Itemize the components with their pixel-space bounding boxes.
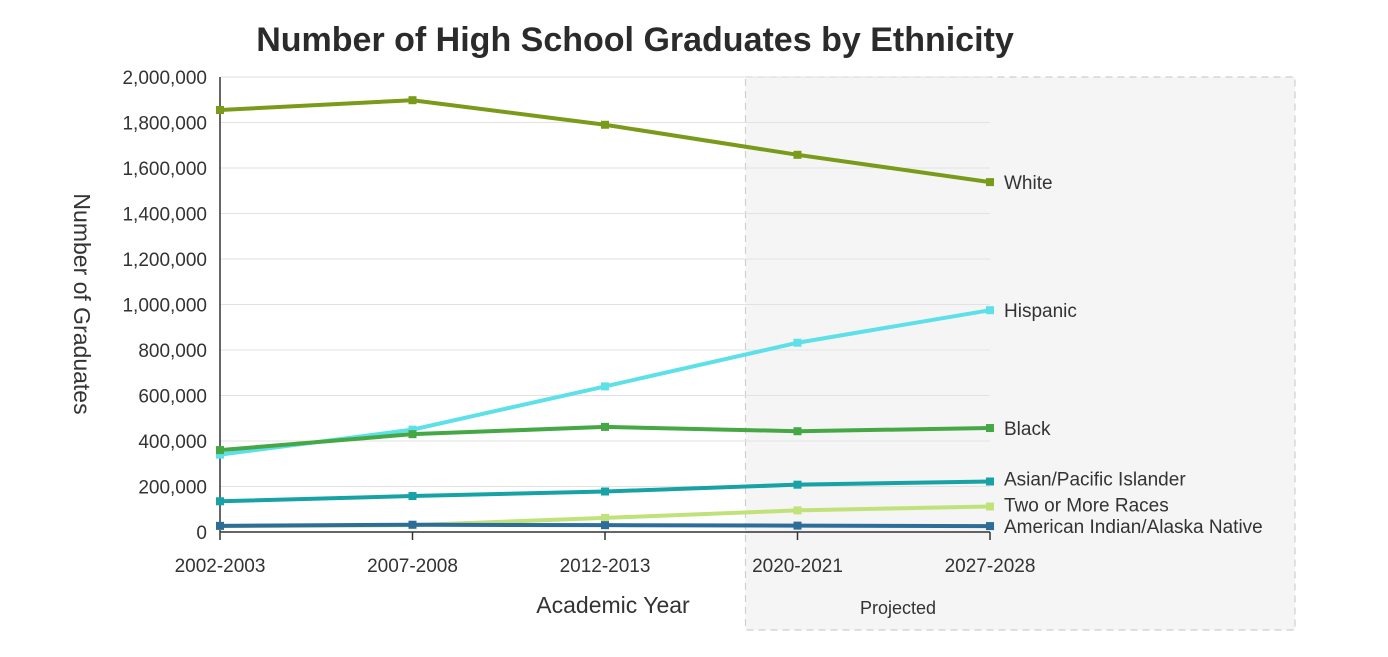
data-point: [408, 96, 417, 105]
data-point: [793, 480, 802, 489]
x-tick-label: 2012-2013: [560, 556, 651, 577]
data-point: [408, 492, 417, 501]
y-tick-label: 200,000: [138, 478, 207, 499]
x-tick-label: 2020-2021: [752, 556, 843, 577]
data-point: [601, 382, 609, 391]
series-labels: White Hispanic Black Asian/Pacific Islander…: [1004, 173, 1263, 538]
y-tick-label: 2,000,000: [122, 68, 207, 89]
x-tick-label: 2007-2008: [367, 556, 458, 577]
y-tick-label: 600,000: [138, 387, 207, 408]
series-label: Asian/Pacific Islander: [1004, 469, 1186, 490]
data-point: [216, 446, 224, 455]
data-point: [986, 522, 994, 531]
data-point: [793, 506, 802, 515]
data-point: [601, 513, 609, 522]
x-tick-labels: 2002-2003 2007-2008 2012-2013 2020-2021 2027…: [175, 532, 1036, 577]
series-lines: [216, 96, 994, 531]
data-point: [793, 521, 802, 530]
data-point: [216, 521, 224, 530]
data-point: [793, 338, 802, 347]
gridlines: [220, 76, 990, 487]
series-label: Hispanic: [1004, 301, 1077, 322]
y-tick-label: 1,000,000: [122, 296, 207, 317]
series-american-indian-alaska-native: [216, 520, 994, 531]
data-point: [986, 306, 994, 315]
data-point: [601, 422, 609, 431]
series-label: American Indian/Alaska Native: [1004, 517, 1263, 538]
projected-label: Projected: [860, 598, 936, 618]
y-tick-label: 1,600,000: [122, 159, 207, 180]
x-tick-label: 2027-2028: [945, 556, 1036, 577]
y-axis-label: Number of Graduates: [69, 193, 95, 414]
y-tick-labels: 0 200,000 400,000 600,000 800,000 1,000,000 1,…: [122, 68, 207, 544]
y-tick-label: 1,800,000: [122, 114, 207, 135]
x-tick-label: 2002-2003: [175, 556, 266, 577]
y-tick-label: 400,000: [138, 432, 207, 453]
data-point: [601, 487, 609, 496]
data-point: [986, 424, 994, 433]
data-point: [216, 450, 224, 459]
projected-region: [744, 76, 1296, 631]
y-tick-label: 0: [196, 523, 207, 544]
data-point: [216, 105, 224, 114]
data-point: [986, 502, 994, 511]
y-tick-label: 1,200,000: [122, 250, 207, 271]
data-point: [216, 497, 224, 506]
data-point: [408, 520, 417, 529]
series-label: Two or More Races: [1004, 496, 1169, 517]
series-white: [216, 96, 994, 187]
series-asian-pacific-islander: [216, 477, 994, 506]
y-tick-label: 800,000: [138, 341, 207, 362]
data-point: [986, 178, 994, 187]
x-axis-label: Academic Year: [536, 592, 690, 618]
series-label: Black: [1004, 419, 1051, 440]
y-tick-label: 1,400,000: [122, 205, 207, 226]
data-point: [601, 521, 609, 530]
series-black: [216, 422, 994, 455]
data-point: [793, 427, 802, 436]
series-label: White: [1004, 173, 1053, 194]
data-point: [408, 430, 417, 439]
data-point: [601, 120, 609, 129]
data-point: [986, 477, 994, 486]
data-point: [793, 150, 802, 159]
chart-title: Number of High School Graduates by Ethni…: [256, 21, 1014, 59]
data-point: [408, 425, 417, 434]
